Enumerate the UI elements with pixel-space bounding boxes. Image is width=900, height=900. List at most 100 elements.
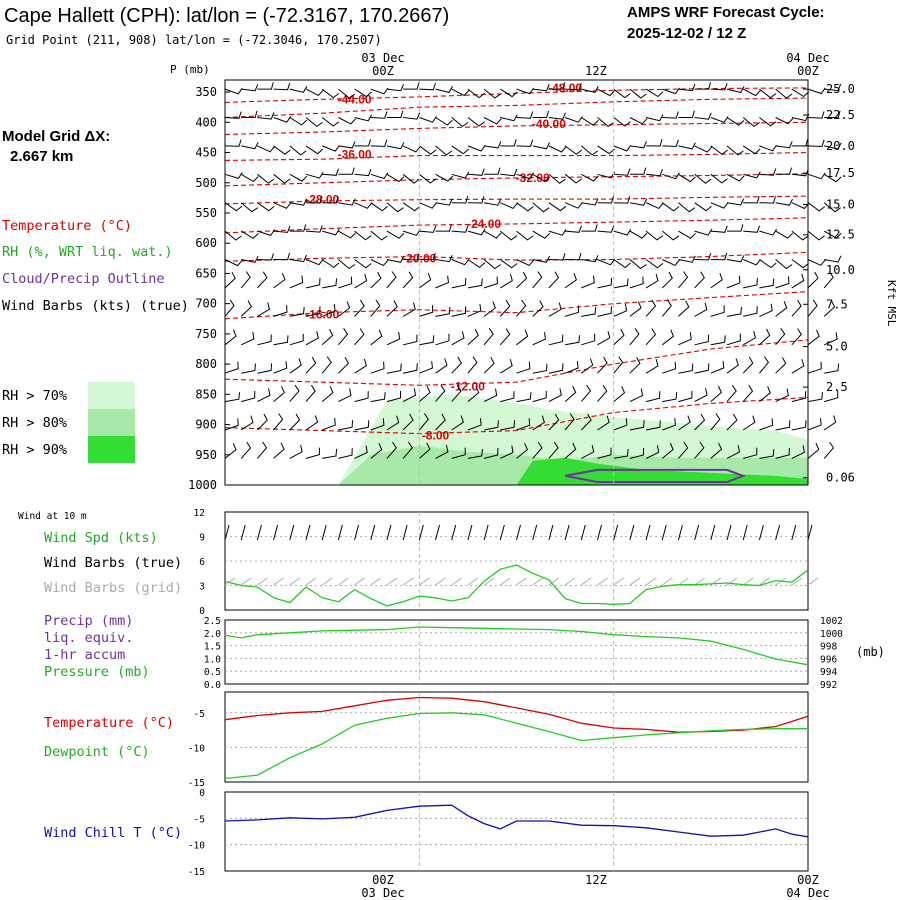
wind-barb — [742, 330, 756, 346]
isotherm-line — [224, 121, 809, 135]
wind-barb — [726, 117, 745, 126]
wind-barb — [548, 302, 562, 317]
wind-barb — [597, 171, 616, 179]
wind-barb — [613, 228, 632, 236]
wind-barb — [597, 330, 611, 346]
wind-barb-true — [548, 524, 554, 541]
wind-barb — [321, 356, 332, 374]
wind-barb — [629, 167, 647, 175]
wind-barb — [273, 225, 291, 233]
wind-barb — [289, 224, 307, 232]
wind-barb — [273, 252, 290, 261]
wind-barb — [273, 82, 291, 91]
wind-speed-label: Wind Spd (kts) — [44, 530, 158, 546]
wind-barb-true — [354, 524, 360, 541]
wind-barb — [321, 117, 340, 127]
wind-barb — [532, 142, 551, 150]
wind-barb — [500, 114, 518, 122]
top-tick-label: 00Z — [797, 64, 819, 78]
wind-barb — [726, 275, 741, 289]
wind-speed-tick-label: 0 — [199, 606, 205, 617]
wind-barb — [629, 117, 648, 125]
wind-barb — [305, 356, 317, 374]
wind-barb — [338, 448, 353, 459]
wind-chill-panel: 0 -5 -10 -15 — [188, 788, 809, 878]
wind-barb — [419, 145, 437, 155]
wind-barb-true — [499, 524, 505, 541]
wind-barb — [613, 448, 629, 459]
wind-barb — [791, 445, 805, 459]
wind-barb-grid — [224, 577, 236, 586]
pressure-line — [224, 626, 809, 666]
wind-barb — [386, 332, 401, 346]
wind-barb — [289, 333, 304, 346]
wind-barb — [419, 82, 436, 91]
wind-barb — [435, 306, 451, 317]
wind-barb — [338, 259, 356, 270]
wind-barb-grid — [629, 577, 641, 586]
wind-barb — [759, 386, 771, 402]
wind-barb — [224, 329, 237, 346]
wind-barb — [613, 418, 628, 431]
wind-barb — [305, 145, 324, 155]
wind-barb — [548, 388, 562, 403]
wind-barb — [338, 276, 353, 289]
wind-barb — [435, 173, 454, 182]
wind-barb — [678, 300, 690, 317]
pressure-tick-label: 1000 — [820, 629, 843, 640]
wind-barb — [678, 390, 693, 403]
wind-barb-grid — [759, 577, 770, 586]
wind-barb-grid — [451, 577, 463, 586]
wind-barb — [419, 272, 432, 289]
wind-barb — [370, 87, 389, 95]
wind-barb — [321, 328, 334, 346]
wind-barb — [629, 88, 647, 99]
wind-barb — [370, 202, 388, 212]
wind-barb — [386, 271, 397, 289]
wind-barb — [483, 357, 495, 374]
wind-barb — [467, 418, 482, 431]
wind-barb — [403, 112, 421, 120]
pressure-tick-label: 800 — [195, 357, 217, 371]
wind-barb — [791, 88, 810, 98]
wind-barb — [516, 111, 534, 119]
wind-barb — [289, 444, 303, 459]
wind-barb — [532, 300, 544, 317]
wind-barb-true — [807, 524, 813, 541]
wind-barb — [241, 390, 256, 403]
wind-barb — [516, 392, 532, 403]
pressure-tick-label: 350 — [195, 85, 217, 99]
wind-barb — [742, 117, 760, 128]
isotherm-line — [224, 339, 809, 386]
pressure-tick-label: 900 — [195, 418, 217, 432]
wind-barb — [240, 230, 259, 239]
legend-rh: RH (%, WRT liq. wat.) — [2, 244, 173, 260]
pressure-tick-label: 996 — [820, 654, 837, 665]
wind-barb — [467, 448, 483, 459]
wind-barb — [759, 168, 777, 176]
wind-barb — [548, 441, 559, 459]
wind-barb — [726, 384, 737, 402]
wind-barb — [629, 357, 641, 374]
pressure-unit-label: (mb) — [856, 645, 885, 659]
wind-barb — [516, 299, 527, 317]
wind-barb — [354, 114, 373, 122]
wind-barb — [338, 167, 355, 175]
wind-barb — [305, 277, 321, 289]
wind-barb — [678, 230, 696, 239]
wind-barb — [435, 358, 448, 374]
wind-barb — [257, 229, 276, 236]
wind-barb — [403, 82, 420, 90]
wind-barb — [743, 171, 761, 179]
wind-chill-label: Wind Chill T (°C) — [44, 825, 182, 841]
wind-barb-true — [337, 524, 343, 541]
height-tick-label: 12.5 — [826, 228, 855, 242]
wind-barb — [467, 328, 479, 346]
wind-barb-grid — [289, 577, 301, 586]
rh-box-label: RH > 80% — [2, 415, 67, 431]
wind-barb — [613, 386, 626, 402]
wind-barb — [484, 198, 502, 206]
pressure-tick-label: 1002 — [820, 616, 843, 627]
wind-barb — [823, 441, 835, 459]
wind-barb — [824, 332, 838, 346]
